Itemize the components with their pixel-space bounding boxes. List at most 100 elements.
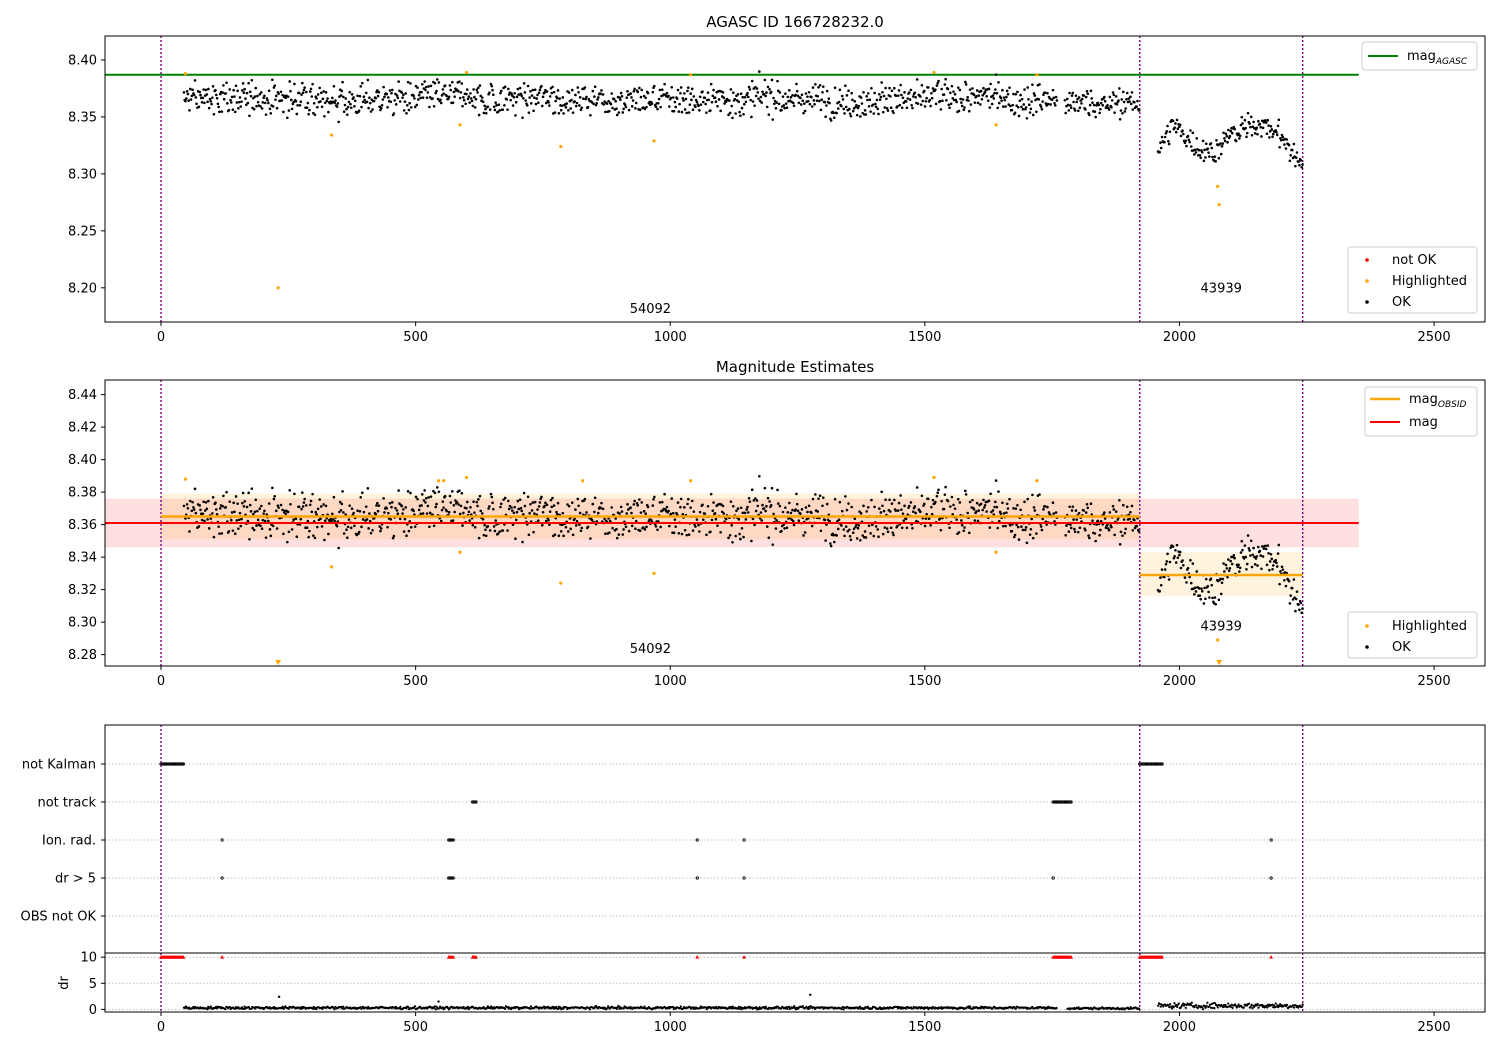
dr-point xyxy=(705,1008,708,1011)
ok-point xyxy=(271,486,274,490)
ok-point xyxy=(754,509,758,513)
ok-point xyxy=(458,512,462,516)
ok-point xyxy=(269,534,273,538)
ok-point xyxy=(379,106,383,110)
ok-point xyxy=(218,92,222,96)
ok-point xyxy=(267,502,271,505)
ok-point xyxy=(840,104,843,108)
ok-point xyxy=(930,91,933,95)
dr-point xyxy=(413,1005,417,1008)
ok-point xyxy=(819,108,823,112)
ok-point xyxy=(307,535,310,539)
ok-point xyxy=(214,88,217,92)
ok-point xyxy=(990,102,994,106)
ok-point xyxy=(533,512,536,515)
ok-point xyxy=(1209,142,1213,145)
ok-point xyxy=(987,499,991,503)
ok-point xyxy=(1088,113,1091,117)
flag-marker xyxy=(1069,800,1073,804)
ok-point xyxy=(781,95,785,98)
ok-point xyxy=(975,89,979,92)
ok-point xyxy=(514,518,518,522)
ok-point xyxy=(1106,103,1109,107)
ok-point xyxy=(323,101,327,105)
ok-point xyxy=(424,85,428,89)
ok-point xyxy=(506,108,509,111)
dr-point xyxy=(1234,1003,1237,1006)
ok-point xyxy=(952,90,955,93)
ok-point xyxy=(252,528,256,532)
ok-point xyxy=(806,95,809,98)
ok-point xyxy=(488,91,491,95)
ok-point xyxy=(909,88,913,92)
ok-point xyxy=(207,527,211,530)
ok-point xyxy=(566,503,569,506)
ok-point xyxy=(375,504,378,507)
ok-point xyxy=(1200,589,1204,593)
ok-point xyxy=(274,509,278,513)
ok-point xyxy=(259,524,262,528)
ok-point xyxy=(397,489,400,492)
ok-point xyxy=(698,95,702,99)
dr-point xyxy=(671,1005,675,1009)
ok-point xyxy=(1300,611,1304,615)
ok-point xyxy=(1078,106,1082,110)
ok-point xyxy=(890,502,894,505)
ok-point xyxy=(1233,127,1236,131)
ok-point xyxy=(679,86,683,89)
dr-point xyxy=(287,1007,290,1010)
ok-point xyxy=(810,105,814,108)
ok-point xyxy=(772,512,775,516)
ok-point xyxy=(1229,129,1232,133)
y-tick-label: 8.30 xyxy=(68,167,97,182)
ok-point xyxy=(906,97,910,100)
dr-point xyxy=(1183,1003,1187,1006)
dr-point xyxy=(1271,1003,1274,1006)
ok-point xyxy=(847,89,850,93)
ok-point xyxy=(1198,153,1202,157)
ok-point xyxy=(343,103,347,107)
ok-point xyxy=(856,106,860,110)
ok-point xyxy=(853,517,857,521)
ok-point xyxy=(622,107,625,111)
ok-point xyxy=(630,524,634,528)
ok-point xyxy=(842,107,846,111)
flag-marker xyxy=(473,800,477,804)
ok-point xyxy=(784,506,787,510)
ok-point xyxy=(190,509,194,513)
ok-point xyxy=(743,102,746,106)
ok-point xyxy=(642,509,646,513)
obsid-label: 54092 xyxy=(630,302,671,317)
ok-point xyxy=(806,510,809,514)
ok-point xyxy=(754,497,757,500)
ok-point xyxy=(707,98,711,102)
ok-point xyxy=(475,500,479,504)
ok-point xyxy=(865,94,868,98)
ok-point xyxy=(1250,133,1254,137)
ok-point xyxy=(736,507,740,510)
ok-point xyxy=(448,84,452,87)
ok-point xyxy=(1232,125,1236,129)
ok-point xyxy=(883,526,887,529)
ok-point xyxy=(574,104,578,108)
ok-point xyxy=(423,489,426,492)
ok-point xyxy=(1217,156,1221,160)
ok-point xyxy=(818,83,822,87)
ok-point xyxy=(840,509,844,513)
ok-point xyxy=(636,504,640,507)
ok-point xyxy=(182,504,186,508)
ok-point xyxy=(1038,83,1041,86)
ok-point xyxy=(483,523,486,527)
obsid-label: 43939 xyxy=(1201,281,1242,296)
ok-point xyxy=(1053,101,1056,105)
dr-point xyxy=(1158,1002,1161,1006)
ok-point xyxy=(979,103,982,106)
ok-point xyxy=(977,509,981,512)
ok-point xyxy=(885,106,889,110)
ok-point xyxy=(810,524,814,528)
ok-point xyxy=(248,114,251,118)
ok-point xyxy=(262,96,265,100)
ok-point xyxy=(602,103,606,106)
ok-point xyxy=(797,519,801,523)
